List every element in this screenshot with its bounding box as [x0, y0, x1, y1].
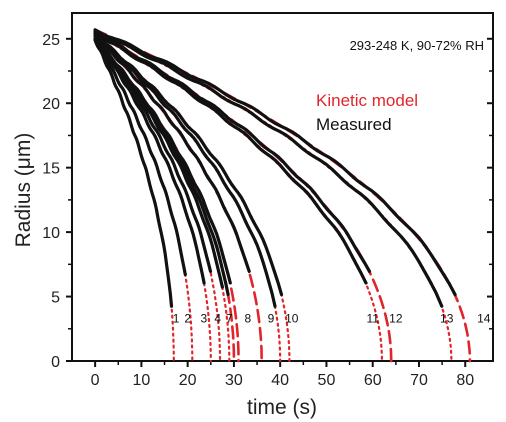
y-axis-title: Radius (μm) — [12, 133, 35, 248]
curve-label-1: 1 — [173, 311, 180, 325]
x-tick-label-0: 0 — [91, 372, 100, 389]
curve-label-8: 8 — [244, 311, 251, 325]
curve-label-2: 2 — [184, 311, 191, 325]
measured-curve-2 — [93, 38, 187, 277]
measured-curve-10 — [93, 33, 284, 297]
y-tick-label-10: 10 — [42, 225, 60, 242]
curve-label-3: 3 — [201, 311, 208, 325]
x-tick-label-80: 80 — [456, 372, 474, 389]
y-tick-label-15: 15 — [42, 161, 60, 178]
y-tick-label-5: 5 — [51, 290, 60, 307]
x-tick-label-30: 30 — [225, 372, 243, 389]
curve-label-13: 13 — [440, 311, 454, 325]
measured-curve-7 — [93, 37, 232, 285]
curve-label-4: 4 — [214, 311, 221, 325]
y-axis-ticks: 0 5 10 15 20 25 — [42, 32, 493, 371]
measured-curve-9 — [93, 34, 277, 308]
x-tick-label-10: 10 — [132, 372, 150, 389]
x-axis-ticks: 0 10 20 30 40 50 60 70 80 — [91, 361, 474, 389]
curve-label-7: 7 — [226, 311, 233, 325]
measured-curve-14 — [93, 28, 457, 297]
curve-label-12: 12 — [389, 311, 403, 325]
y-tick-label-20: 20 — [42, 96, 60, 113]
x-axis-title: time (s) — [247, 396, 317, 419]
curve-label-10: 10 — [285, 311, 299, 325]
curve-label-11: 11 — [366, 311, 379, 325]
x-tick-label-20: 20 — [179, 372, 197, 389]
plot-frame — [71, 12, 494, 362]
x-tick-label-60: 60 — [364, 372, 382, 389]
x-tick-label-50: 50 — [318, 372, 336, 389]
x-tick-label-40: 40 — [271, 372, 289, 389]
legend-kinetic-model: Kinetic model — [316, 91, 418, 110]
measured-curve-13 — [93, 29, 444, 308]
curve-label-14: 14 — [477, 311, 491, 325]
measured-curve-11 — [93, 31, 368, 285]
model-curve-7 — [93, 37, 240, 363]
measured-curve-1 — [93, 38, 174, 308]
conditions-annotation: 293-248 K, 90-72% RH — [350, 38, 484, 53]
y-tick-label-25: 25 — [42, 32, 60, 49]
curve-label-9: 9 — [268, 311, 275, 325]
x-tick-label-70: 70 — [410, 372, 428, 389]
measured-series — [93, 28, 457, 308]
curve-number-labels: 1 2 3 4 7 8 9 10 11 12 13 14 — [173, 311, 491, 325]
y-tick-label-0: 0 — [51, 354, 60, 371]
measured-curve-12 — [93, 30, 372, 273]
legend-measured: Measured — [316, 115, 392, 134]
model-curve-3 — [93, 37, 212, 363]
